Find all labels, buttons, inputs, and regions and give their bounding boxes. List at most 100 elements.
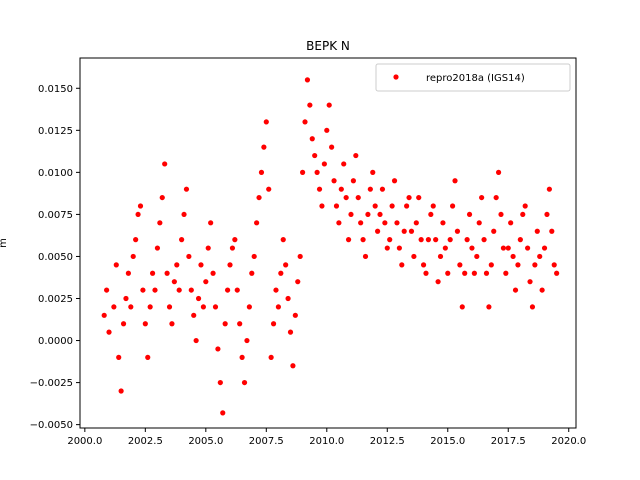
data-point — [111, 304, 117, 310]
data-point — [375, 228, 381, 234]
data-point — [287, 329, 294, 335]
data-point — [118, 388, 124, 394]
data-point — [123, 295, 129, 302]
data-point — [300, 169, 306, 175]
legend: repro2018a (IGS14) — [375, 63, 571, 92]
data-point — [186, 253, 192, 260]
data-point — [166, 304, 173, 310]
data-point — [488, 262, 494, 268]
data-point — [140, 287, 146, 293]
x-axis: 2000.0 2002.5 2005.0 2007.5 2010.0 2012.5 2015… — [67, 428, 586, 447]
data-point — [154, 245, 161, 251]
data-points — [101, 77, 560, 416]
y-tick-label: 0.0075 — [38, 210, 73, 221]
data-point — [162, 161, 168, 167]
data-point — [106, 329, 112, 335]
data-point — [258, 169, 265, 175]
data-point — [551, 262, 557, 268]
data-point — [408, 228, 415, 234]
legend-marker — [393, 74, 399, 80]
data-point — [454, 228, 461, 234]
data-point — [314, 169, 320, 175]
data-point — [278, 270, 284, 276]
data-point — [532, 262, 538, 268]
data-point — [372, 203, 378, 209]
data-point — [450, 203, 456, 209]
data-point — [367, 186, 373, 192]
data-point — [224, 287, 231, 293]
data-point — [404, 203, 410, 209]
data-point — [234, 287, 240, 293]
data-point — [481, 237, 487, 243]
data-point — [263, 119, 269, 125]
data-point — [522, 203, 528, 209]
data-point — [355, 194, 361, 201]
data-point — [292, 312, 298, 318]
data-point — [120, 321, 127, 327]
data-point — [447, 237, 453, 243]
data-point — [125, 270, 131, 276]
data-point — [261, 144, 267, 150]
data-point — [137, 203, 144, 209]
data-point — [486, 304, 492, 310]
x-tick-label: 2005.0 — [188, 436, 223, 447]
data-point — [370, 169, 376, 175]
data-point — [534, 228, 540, 234]
data-point — [498, 211, 504, 218]
x-tick-label: 2007.5 — [249, 436, 284, 447]
data-point — [505, 245, 511, 251]
data-point — [452, 178, 458, 184]
data-point — [324, 127, 330, 133]
data-point — [188, 287, 194, 293]
data-point — [500, 245, 507, 251]
data-point — [469, 245, 475, 251]
data-point — [329, 144, 335, 150]
data-point — [529, 304, 536, 310]
data-point — [423, 270, 429, 276]
data-point — [316, 186, 323, 192]
data-point — [101, 312, 107, 318]
data-point — [113, 262, 119, 268]
x-tick-label: 2002.5 — [128, 436, 163, 447]
data-point — [399, 262, 405, 268]
data-point — [343, 194, 349, 201]
data-point — [280, 237, 286, 243]
data-point — [416, 194, 422, 201]
data-point — [149, 270, 156, 276]
data-point — [479, 194, 485, 201]
y-tick-label: 0.0125 — [38, 126, 73, 137]
data-point — [459, 304, 465, 310]
data-point — [520, 211, 526, 218]
data-point — [270, 321, 277, 327]
data-point — [476, 220, 482, 226]
data-point — [215, 346, 221, 352]
data-point — [544, 211, 550, 218]
data-point — [493, 194, 499, 201]
data-point — [220, 410, 226, 416]
data-point — [360, 237, 366, 243]
data-point — [227, 262, 233, 268]
data-point — [212, 304, 219, 310]
data-point — [130, 253, 136, 260]
data-point — [205, 245, 211, 251]
data-point — [249, 270, 255, 276]
data-point — [391, 178, 398, 184]
data-point — [539, 287, 545, 293]
data-point — [428, 211, 434, 218]
data-point — [283, 262, 289, 268]
data-point — [147, 304, 153, 310]
data-point — [254, 220, 260, 226]
legend-entry-label: repro2018a (IGS14) — [426, 73, 525, 84]
data-point — [348, 211, 354, 218]
data-point — [510, 253, 516, 260]
data-point — [537, 253, 543, 260]
data-point — [217, 379, 223, 386]
data-point — [462, 270, 468, 276]
data-point — [396, 245, 402, 251]
data-point — [377, 211, 383, 218]
data-point — [336, 220, 342, 226]
data-point — [333, 203, 340, 209]
data-point — [435, 279, 441, 285]
chart-title: BEPK N — [306, 39, 350, 53]
legend-box — [375, 63, 571, 92]
